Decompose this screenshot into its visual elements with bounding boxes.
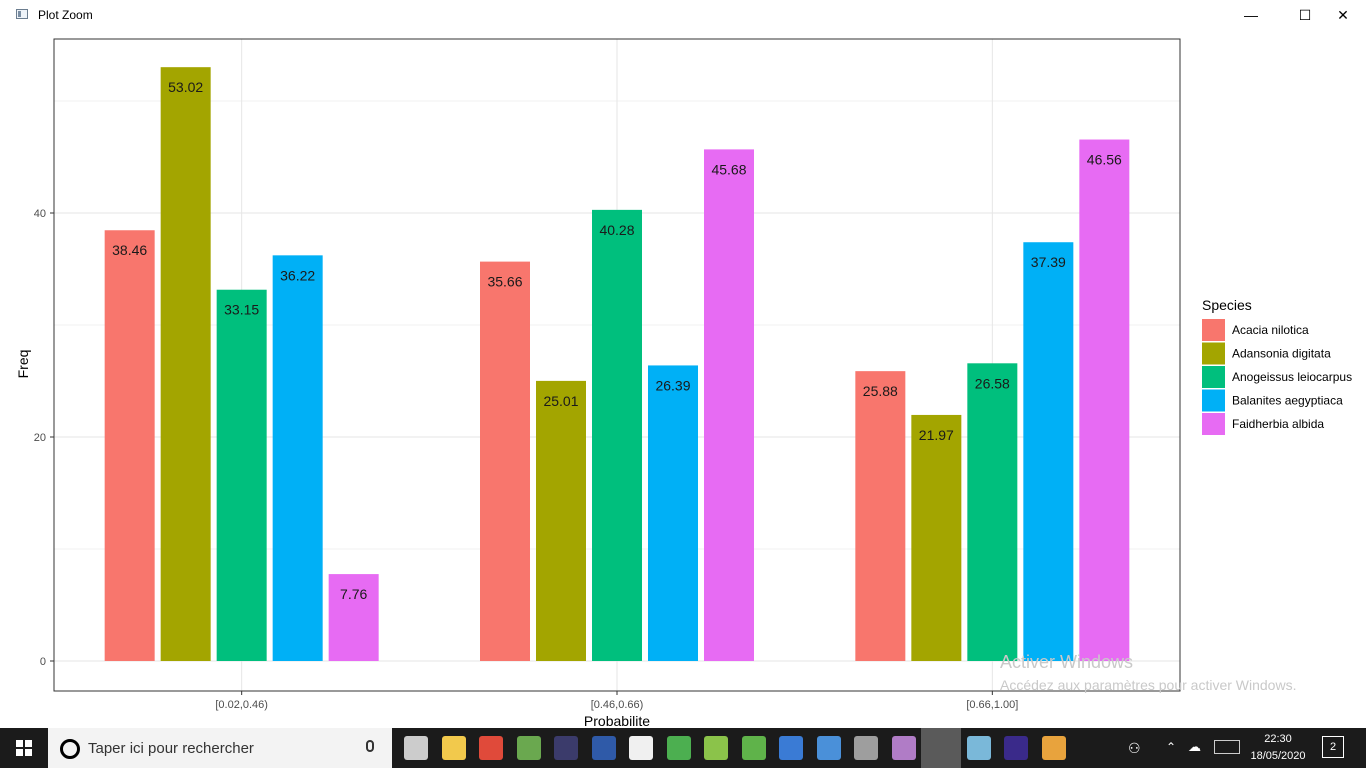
bar (648, 365, 698, 661)
document-icon[interactable] (629, 736, 653, 760)
activation-watermark-text: Accédez aux paramètres pour activer Wind… (1000, 677, 1297, 693)
notepad-icon[interactable] (966, 736, 991, 760)
bar (1079, 139, 1130, 661)
legend-key (1202, 319, 1225, 341)
x-tick-label: [0.66,1.00] (966, 699, 1018, 711)
bar (855, 371, 906, 661)
close-button[interactable]: ✕ (1337, 7, 1349, 23)
bar-value-label: 7.76 (340, 586, 367, 602)
bar (911, 414, 962, 661)
bar (160, 67, 211, 661)
paint-icon[interactable] (1041, 736, 1066, 760)
bar-value-label: 26.39 (655, 377, 690, 393)
task-view-icon[interactable] (404, 736, 428, 760)
show-hidden-icons[interactable]: ⌃ (1166, 740, 1177, 754)
legend-key (1202, 413, 1225, 435)
clock-date[interactable]: 18/05/2020 (1250, 750, 1306, 762)
app-icon[interactable] (516, 736, 541, 760)
chrome-icon[interactable] (479, 736, 503, 760)
qgis-alt-icon[interactable] (741, 736, 766, 760)
y-tick-label: 20 (34, 432, 46, 444)
y-tick-label: 0 (40, 656, 46, 668)
bar-value-label: 25.01 (543, 393, 578, 409)
cortana-icon (60, 739, 80, 759)
bar-value-label: 25.88 (863, 383, 898, 399)
taskbar-search-box[interactable]: Taper ici pour rechercher (48, 728, 392, 768)
activation-watermark-title: Activer Windows (1000, 652, 1134, 672)
window-app-icon (16, 9, 28, 19)
legend-key (1202, 342, 1225, 365)
maximize-button[interactable]: ☐ (1298, 7, 1312, 23)
taskbar: Taper ici pour rechercher ⚇ ⌃ ☁ 22:30 18… (0, 728, 1366, 768)
window-title: Plot Zoom (38, 8, 93, 22)
b-app-icon[interactable] (591, 736, 616, 760)
legend-title: Species (1202, 297, 1252, 313)
microphone-icon[interactable] (366, 740, 374, 752)
image-app-icon[interactable] (666, 736, 691, 760)
bar-value-label: 37.39 (1031, 254, 1066, 270)
bar (328, 574, 379, 661)
bar (592, 209, 642, 661)
keyboard-icon[interactable] (1214, 740, 1240, 754)
people-icon[interactable]: ⚇ (1128, 740, 1141, 756)
legend-key (1202, 389, 1225, 412)
bar-value-label: 53.02 (168, 79, 203, 95)
bar-chart: 38.46 35.66 25.88 53.02 25.01 21.97 33.15 40.28… (15, 38, 1352, 728)
search-placeholder: Taper ici pour rechercher (88, 740, 254, 757)
bar (216, 289, 267, 661)
bar (104, 230, 155, 662)
y-tick-label: 40 (34, 208, 46, 220)
legend-label: Faidherbia albida (1232, 417, 1324, 431)
r-icon[interactable] (921, 728, 961, 768)
clock-time[interactable]: 22:30 (1264, 733, 1292, 745)
legend: Species Acacia nilotica Adansonia digitat… (1202, 297, 1352, 435)
bar (967, 363, 1018, 661)
y-axis-title: Freq (15, 350, 31, 379)
bar (272, 255, 323, 661)
bar-value-label: 40.28 (599, 222, 634, 238)
bar (704, 149, 754, 661)
bar-value-label: 26.58 (975, 375, 1010, 391)
notification-center-icon[interactable]: 2 (1322, 736, 1344, 758)
x-tick-label: [0.46,0.66) (591, 699, 644, 711)
github-icon[interactable] (891, 736, 916, 760)
bar-value-label: 46.56 (1087, 152, 1122, 168)
bar-value-label: 36.22 (280, 267, 315, 283)
legend-label: Adansonia digitata (1232, 347, 1331, 361)
bar-value-label: 45.68 (711, 161, 746, 177)
legend-label: Acacia nilotica (1232, 323, 1309, 337)
x-tick-label: [0.02,0.46) (215, 699, 268, 711)
windows-logo-icon (16, 740, 32, 756)
legend-label: Anogeissus leiocarpus (1232, 370, 1352, 384)
minimize-button[interactable]: — (1244, 7, 1258, 23)
start-button[interactable] (0, 728, 48, 768)
search-app-icon[interactable] (816, 736, 841, 760)
x-axis-title: Probabilite (584, 713, 650, 728)
file-explorer-icon[interactable] (441, 736, 466, 760)
legend-key (1202, 366, 1225, 388)
app-window-icon[interactable] (779, 736, 803, 760)
bar (480, 261, 530, 661)
bar (1023, 242, 1074, 661)
network-icon[interactable]: ☁ (1188, 739, 1201, 754)
notification-count: 2 (1329, 741, 1337, 753)
bar-value-label: 21.97 (919, 427, 954, 443)
title-bar[interactable]: Plot Zoom — ☐ ✕ (0, 0, 1366, 30)
globe-app-icon[interactable] (854, 736, 878, 760)
tex-icon[interactable] (1004, 736, 1028, 760)
bar-value-label: 33.15 (224, 302, 259, 318)
bar-value-label: 35.66 (487, 274, 522, 290)
bar-value-label: 38.46 (112, 242, 147, 258)
bar (536, 380, 586, 661)
plot-zoom-window: Plot Zoom — ☐ ✕ 38.46 35.66 25.88 53.02 25.0… (0, 0, 1366, 728)
qgis-icon[interactable] (704, 736, 728, 760)
calculator-icon[interactable] (554, 736, 578, 760)
legend-label: Balanites aegyptiaca (1232, 394, 1343, 408)
